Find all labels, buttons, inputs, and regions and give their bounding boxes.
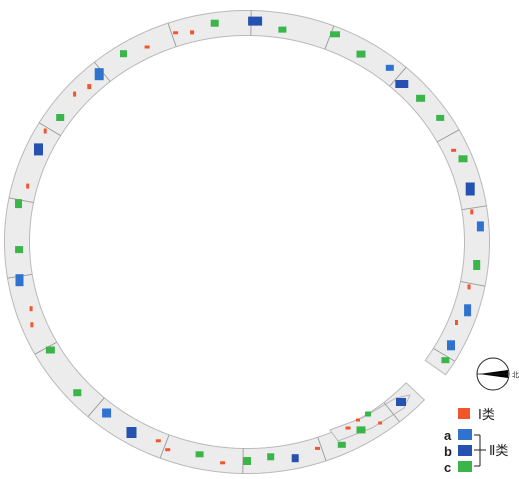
defect-mark-class-I bbox=[345, 426, 351, 430]
defect-mark-class-II-c bbox=[356, 50, 366, 58]
defect-mark-class-I bbox=[73, 91, 77, 97]
defect-mark-class-II-c bbox=[436, 114, 445, 121]
tunnel-ring bbox=[4, 10, 490, 474]
defect-mark-class-II-c bbox=[267, 453, 275, 461]
segment-joint bbox=[460, 280, 486, 287]
legend: Ⅰ类 a b c Ⅱ类 bbox=[444, 408, 508, 475]
defect-mark-class-II-c bbox=[278, 26, 287, 33]
defect-mark-class-I bbox=[470, 209, 474, 215]
defect-mark-class-II-b bbox=[34, 143, 43, 156]
segment-joint bbox=[461, 205, 487, 211]
defect-mark-class-II-c bbox=[15, 246, 24, 254]
segment-joint bbox=[38, 122, 61, 136]
defect-mark-class-I bbox=[165, 448, 171, 452]
defect-mark-class-I bbox=[356, 418, 360, 422]
defect-mark-class-I bbox=[451, 148, 457, 152]
legend-label-c: c bbox=[444, 460, 451, 475]
defect-mark-class-II-c bbox=[330, 31, 340, 38]
defect-mark-class-II-c bbox=[365, 411, 371, 417]
defect-mark-class-II-b bbox=[248, 16, 263, 26]
legend-label-class-I: Ⅰ类 bbox=[478, 408, 495, 423]
defect-mark-class-II-c bbox=[56, 114, 65, 121]
defect-mark-class-II-c bbox=[441, 357, 450, 364]
segment-joint bbox=[34, 341, 58, 355]
defect-mark-class-II-a bbox=[447, 340, 455, 351]
defect-mark-class-II-c bbox=[458, 155, 468, 163]
defect-mark-class-II-c bbox=[45, 346, 55, 354]
legend-swatch-a bbox=[458, 429, 472, 440]
defect-marks bbox=[15, 16, 484, 465]
defect-mark-class-II-a bbox=[464, 304, 472, 317]
defect-mark-class-II-b bbox=[126, 427, 137, 438]
defect-mark-class-I bbox=[190, 30, 195, 35]
segment-joint bbox=[436, 129, 460, 143]
segment-joint bbox=[324, 25, 335, 50]
defect-mark-class-II-c bbox=[473, 260, 481, 270]
defect-mark-class-II-c bbox=[120, 50, 127, 58]
defect-mark-class-II-c bbox=[73, 389, 82, 397]
defect-mark-class-II-a bbox=[102, 408, 112, 418]
segment-joint bbox=[389, 67, 407, 87]
segment-joint bbox=[87, 397, 105, 417]
compass-label: 北 bbox=[512, 371, 519, 379]
defect-mark-class-II-a bbox=[476, 221, 484, 232]
defect-mark-class-II-a bbox=[15, 274, 24, 287]
defect-mark-class-I bbox=[144, 45, 150, 49]
defect-mark-class-II-c bbox=[416, 94, 426, 102]
defect-mark-class-I bbox=[155, 439, 161, 443]
defect-mark-class-II-c bbox=[195, 451, 204, 458]
defect-mark-class-I bbox=[378, 421, 383, 425]
legend-swatch-class-I bbox=[458, 408, 470, 419]
defect-mark-class-I bbox=[30, 322, 34, 328]
segment-joint bbox=[433, 348, 456, 362]
defect-mark-class-II-b bbox=[291, 454, 299, 463]
defect-mark-class-I bbox=[29, 306, 33, 312]
defect-mark-class-I bbox=[26, 183, 30, 189]
defect-mark-class-II-a bbox=[94, 68, 104, 81]
legend-label-class-II: Ⅱ类 bbox=[489, 444, 508, 459]
defect-mark-class-II-c bbox=[15, 199, 22, 209]
defect-mark-class-I bbox=[87, 84, 92, 90]
defect-mark-class-II-b bbox=[395, 80, 409, 88]
defect-mark-class-II-c bbox=[337, 441, 346, 448]
segment-joint bbox=[167, 22, 177, 47]
legend-label-a: a bbox=[444, 428, 452, 443]
defect-mark-class-I bbox=[315, 446, 320, 450]
defect-mark-class-II-b bbox=[465, 182, 475, 196]
defect-mark-class-II-c bbox=[210, 19, 219, 27]
defect-mark-class-II-a bbox=[385, 64, 394, 71]
defect-mark-class-II-b bbox=[396, 398, 406, 406]
segment-joint bbox=[317, 437, 327, 462]
legend-swatch-c bbox=[458, 461, 472, 472]
defect-mark-class-II-c bbox=[243, 457, 251, 465]
defect-mark-class-II-c bbox=[356, 426, 366, 434]
defect-mark-class-I bbox=[455, 320, 458, 325]
north-arrow-icon: 北 bbox=[476, 357, 519, 391]
defect-mark-class-I bbox=[467, 284, 471, 290]
defect-mark-class-I bbox=[43, 128, 47, 134]
legend-swatch-b bbox=[458, 445, 472, 456]
legend-label-b: b bbox=[444, 444, 452, 459]
defect-mark-class-I bbox=[173, 31, 179, 35]
ring-band bbox=[4, 10, 490, 474]
segment-joint bbox=[159, 434, 170, 459]
legend-bracket bbox=[474, 434, 486, 467]
defect-mark-class-I bbox=[220, 461, 226, 465]
segment-joint bbox=[383, 402, 400, 423]
